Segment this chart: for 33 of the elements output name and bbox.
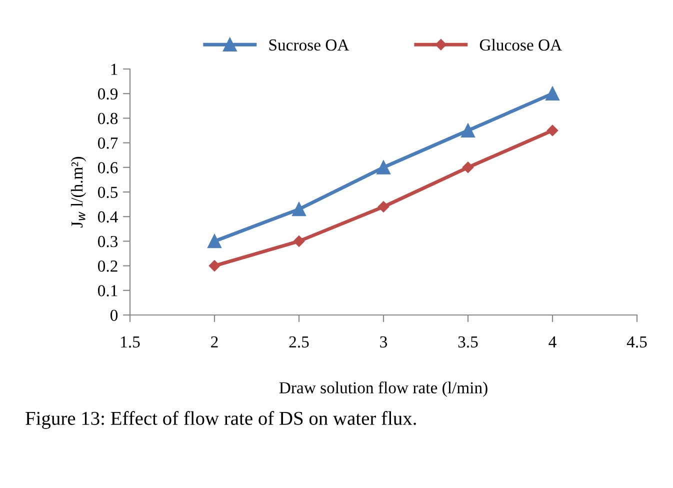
y-tick-label: 0.8	[98, 112, 118, 124]
x-tick-label: 3.5	[458, 336, 478, 348]
x-tick-label: 2.5	[289, 336, 309, 348]
x-axis-title: Draw solution flow rate (l/min)	[279, 382, 488, 397]
y-tick-label: 0.1	[98, 285, 118, 296]
point	[378, 201, 390, 212]
y-tick-label: 0.7	[98, 138, 118, 149]
point	[208, 260, 220, 272]
y-tick-label: 0	[110, 310, 118, 321]
point	[461, 124, 475, 138]
caption: Figure 13: Effect of flow rate of DS on water flux.	[26, 411, 416, 429]
y-tick-label: 0.5	[98, 186, 118, 198]
point	[208, 234, 222, 248]
point	[546, 124, 558, 136]
legend-label: Glucose OA	[480, 38, 562, 51]
point	[462, 162, 474, 174]
x-tick-label: 4.5	[626, 336, 647, 348]
legend-label: Sucrose OA	[269, 39, 350, 51]
x-tick-label: 2	[211, 336, 218, 348]
point	[293, 236, 305, 247]
y-axis-title: J$_{w}$ l/(h.m²)	[70, 156, 86, 228]
point	[292, 202, 306, 216]
y-tick-label: 0.6	[98, 162, 118, 174]
y-tick-label: 0.9	[98, 88, 118, 100]
y-tick-label: 1	[111, 64, 118, 75]
y-tick-label: 0.4	[98, 211, 118, 223]
point	[546, 86, 560, 101]
y-tick-label: 0.3	[98, 236, 118, 248]
x-tick-label: 3	[380, 336, 388, 348]
y-tick-label: 0.2	[98, 260, 118, 272]
x-tick-label: 4	[548, 336, 556, 348]
x-tick-label: 1.5	[121, 336, 140, 348]
point	[376, 160, 390, 174]
